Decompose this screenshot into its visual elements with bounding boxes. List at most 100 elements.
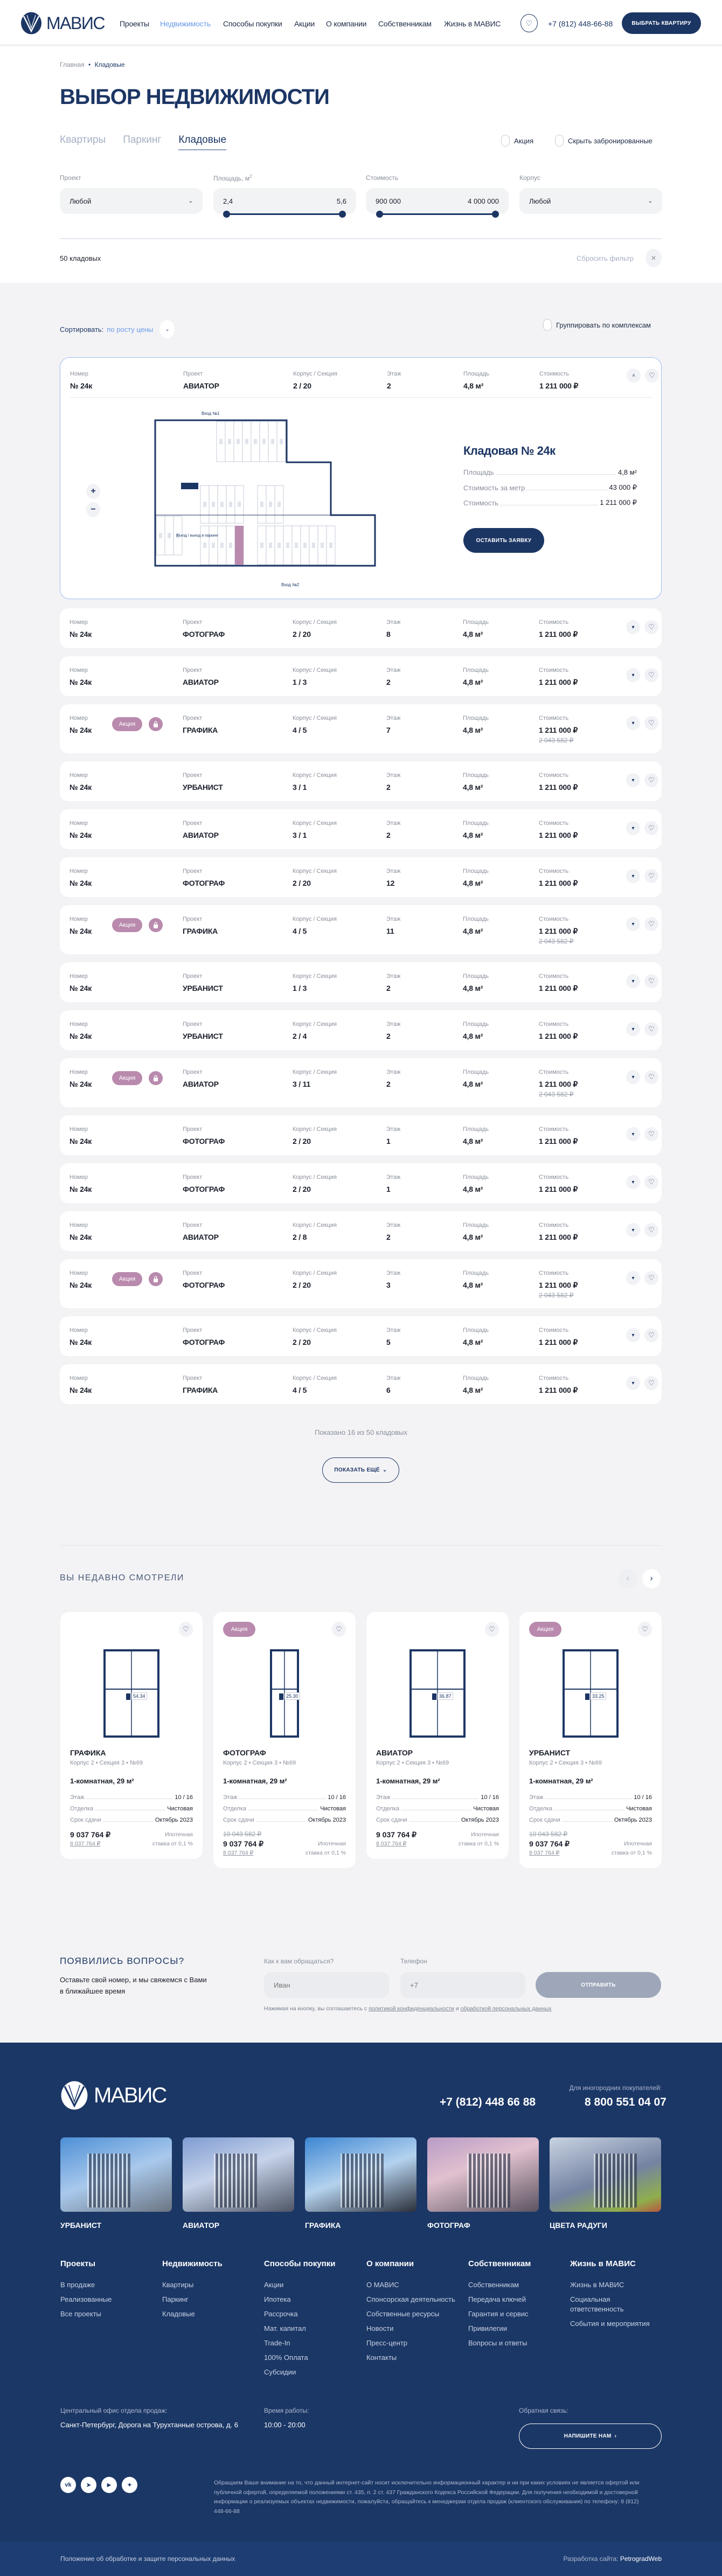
favorite-button[interactable]: ♡ [644,821,658,835]
storage-row[interactable]: Номер № 24к Проект ФОТОГРАФ Корпус / Секция 2… [60,1163,662,1203]
hide-booked-toggle[interactable]: Скрыть забронированные [555,135,652,147]
expand-button[interactable]: ▾ [626,974,640,988]
footer-link[interactable]: Ипотека [264,2295,291,2303]
nav-promotions[interactable]: Акции [294,19,315,28]
storage-row[interactable]: Номер № 24к Проект АВИАТОР Корпус / Секция 2 … [60,1211,662,1251]
expand-button[interactable]: ▾ [626,668,640,682]
nav-company[interactable]: О компании [326,19,367,28]
privacy-link[interactable]: политикой конфиденциальности [369,2005,454,2012]
price-slider-min-handle[interactable] [376,211,383,218]
favorite-button[interactable]: ♡ [644,668,658,682]
expand-button[interactable]: ▾ [626,1070,640,1084]
project-name[interactable]: УРБАНИСТ [60,2221,102,2230]
expand-button[interactable]: ▾ [626,716,640,730]
favorite-button[interactable]: ♡ [644,1328,658,1342]
recent-card[interactable]: Акция ♡ 25.30 ФОТОГРАФ Корпус 2 • Секция 3 •… [213,1612,356,1868]
storage-row[interactable]: Номер № 24к Проект ГРАФИКА Корпус / Секция 4 … [60,905,662,954]
card-alt-price[interactable]: 8 037 764 ₽ [529,1850,560,1856]
expand-button[interactable]: ▾ [626,1376,640,1390]
floor-plan[interactable]: Вход №1 Вход №2 Въезд / выезд в паркинг [152,407,384,588]
footer-link[interactable]: Гарантия и сервис [468,2310,529,2318]
zoom-out-button[interactable]: − [86,502,100,517]
telegram-icon[interactable]: ➤ [81,2477,96,2493]
expand-button[interactable]: ▾ [626,869,640,883]
expand-button[interactable]: ▾ [626,1127,640,1141]
building-select[interactable]: Любой ⌄ [519,188,662,214]
group-toggle[interactable]: Группировать по комплексам [543,319,651,331]
project-name[interactable]: ФОТОГРАФ [427,2221,470,2230]
area-slider-max-handle[interactable] [339,211,346,218]
favorite-button[interactable]: ♡ [644,716,658,730]
favorite-button[interactable]: ♡ [644,1223,658,1237]
project-name[interactable]: АВИАТОР [183,2221,220,2230]
footer-column-title[interactable]: Проекты [60,2259,96,2268]
nav-life[interactable]: Жизнь в МАВИС [444,19,501,28]
storage-row[interactable]: Номер № 24к Проект ГРАФИКА Корпус / Секция 4 … [60,1364,662,1404]
expand-button[interactable]: ▾ [626,620,640,634]
storage-row[interactable]: Номер № 24к Проект АВИАТОР Корпус / Секция 3 … [60,809,662,849]
footer-column-title[interactable]: Жизнь в МАВИС [570,2259,636,2268]
prev-button[interactable]: ‹ [619,1569,637,1588]
tab-storage[interactable]: Кладовые [178,134,227,150]
expand-button[interactable]: ▾ [626,1271,640,1285]
nav-real-estate[interactable]: Недвижимость [160,19,211,28]
favorite-button[interactable]: ♡ [644,1070,658,1084]
area-max-input[interactable]: 5,6 [336,197,346,205]
favorite-button[interactable]: ♡ [644,1022,658,1036]
name-input[interactable] [264,1972,389,1998]
footer-column-title[interactable]: Недвижимость [162,2259,223,2268]
footer-column-title[interactable]: Способы покупки [264,2259,336,2268]
footer-link[interactable]: Квартиры [162,2281,194,2289]
nav-purchase[interactable]: Способы покупки [223,19,282,28]
footer-link[interactable]: Пресс-центр [366,2339,408,2347]
developer-link[interactable]: PetrogradWeb [620,2555,662,2563]
tab-parking[interactable]: Паркинг [123,134,162,145]
favorite-button[interactable]: ♡ [644,1376,658,1390]
favorite-button[interactable]: ♡ [485,1622,499,1637]
show-more-button[interactable]: ПОКАЗАТЬ ЕЩЁ ⌄ [322,1457,399,1483]
footer-phone[interactable]: +7 (812) 448 66 88 [440,2096,536,2108]
favorite-button[interactable]: ♡ [644,1127,658,1141]
favorite-button[interactable]: ♡ [179,1622,193,1637]
footer-link[interactable]: Паркинг [162,2295,189,2303]
storage-row[interactable]: Номер № 24к Проект УРБАНИСТ Корпус / Секция 2… [60,1010,662,1050]
card-alt-price[interactable]: 8 037 764 ₽ [223,1850,254,1856]
footer-link[interactable]: Социальная ответственность [570,2295,624,2313]
footer-link[interactable]: О МАВИС [366,2281,399,2289]
expand-button[interactable]: ▾ [626,1175,640,1189]
price-slider-max-handle[interactable] [492,211,499,218]
privacy-policy-link[interactable]: Положение об обработке и защите персонал… [60,2555,235,2563]
storage-row[interactable]: Номер № 24к Проект АВИАТОР Корпус / Секция 3 … [60,1058,662,1107]
footer-link[interactable]: 100% Оплата [264,2353,308,2362]
project-image[interactable] [550,2137,661,2212]
project-image[interactable] [183,2137,294,2212]
storage-row[interactable]: Номер № 24к Проект ФОТОГРАФ Корпус / Секция 2… [60,1259,662,1308]
favorite-button[interactable]: ♡ [644,620,658,634]
footer-link[interactable]: Все проекты [60,2310,101,2318]
footer-link[interactable]: Новости [366,2324,394,2332]
reset-filter-button[interactable]: ✕ [645,249,662,267]
group-checkbox[interactable] [543,319,552,331]
storage-row[interactable]: Номер № 24к Проект ФОТОГРАФ Корпус / Секция 2… [60,857,662,897]
sale-toggle[interactable]: Акция [501,135,533,147]
expand-button[interactable]: ▾ [626,1223,640,1237]
favorite-button[interactable]: ♡ [644,1175,658,1189]
footer-link[interactable]: В продаже [60,2281,95,2289]
footer-link[interactable]: Привилегии [468,2324,508,2332]
footer-link[interactable]: Собственникам [468,2281,519,2289]
footer-link[interactable]: Передача ключей [468,2295,526,2303]
area-min-input[interactable]: 2,4 [223,197,233,205]
footer-link[interactable]: Жизнь в МАВИС [570,2281,624,2289]
submit-button[interactable]: ОТПРАВИТЬ [536,1972,661,1998]
favorite-button[interactable]: ♡ [638,1622,652,1637]
nav-projects[interactable]: Проекты [120,19,149,28]
project-name[interactable]: ГРАФИКА [305,2221,341,2230]
collapse-button[interactable]: ˄ [627,369,641,383]
storage-row[interactable]: Номер № 24к Проект ФОТОГРАФ Корпус / Секция 2… [60,1316,662,1356]
expand-button[interactable]: ▾ [626,917,640,931]
project-select[interactable]: Любой ⌄ [60,188,203,214]
footer-link[interactable]: Вопросы и ответы [468,2339,527,2347]
favorite-button[interactable]: ♡ [645,369,659,383]
phone-input[interactable] [400,1972,525,1998]
project-name[interactable]: ЦВЕТА РАДУГИ [550,2221,607,2230]
